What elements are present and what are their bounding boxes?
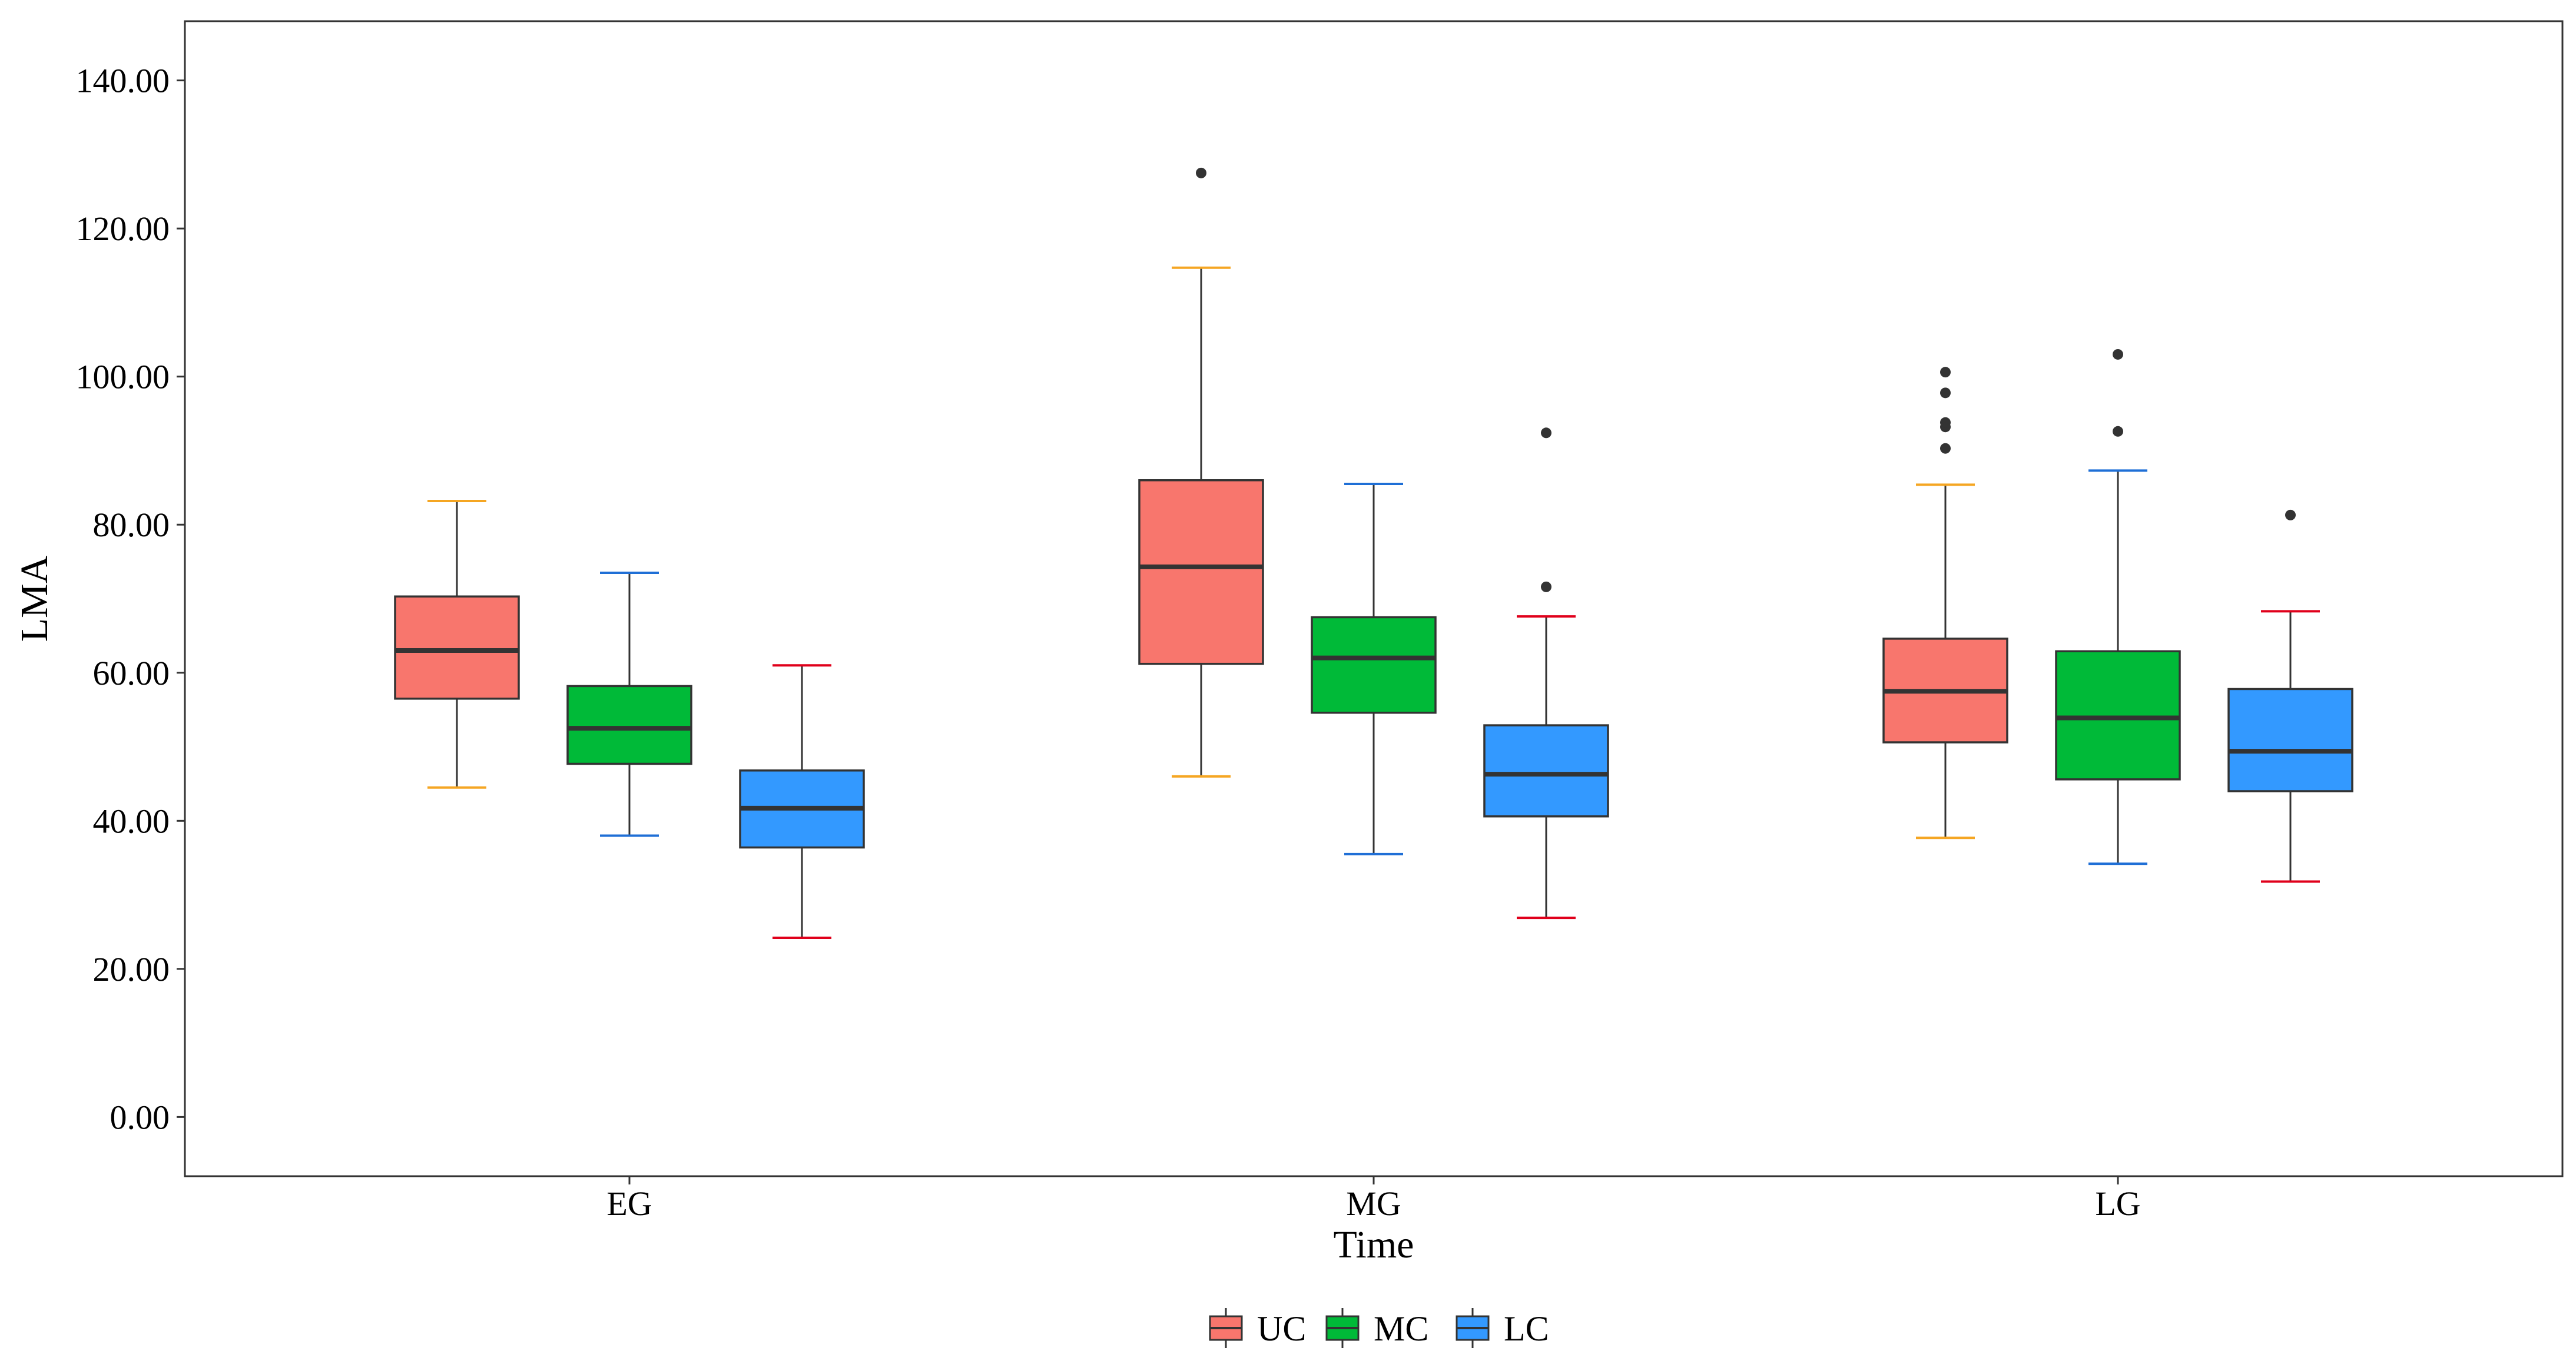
box-iqr — [1483, 724, 1609, 818]
box-mc-lg — [2055, 349, 2181, 865]
outlier-point — [1940, 417, 1951, 428]
y-tick-label: 100.00 — [76, 358, 170, 396]
legend-item-mc: MC — [1325, 1308, 1428, 1348]
y-axis-title: LMA — [13, 555, 56, 642]
y-tick-label: 80.00 — [93, 506, 170, 544]
x-tick-label: LG — [2095, 1184, 2140, 1223]
x-tick-label: EG — [606, 1184, 652, 1223]
outlier-point — [2113, 349, 2123, 360]
box-iqr — [566, 685, 692, 765]
outlier-point — [1940, 443, 1951, 454]
legend-label: UC — [1257, 1309, 1306, 1348]
legend: UC MC LC — [1209, 1308, 1549, 1348]
box-iqr — [1311, 616, 1437, 714]
outlier-point — [2113, 426, 2123, 437]
y-tick-label: 0.00 — [110, 1098, 170, 1136]
box-iqr — [2227, 688, 2353, 792]
box-iqr — [394, 595, 520, 700]
box-lc-eg — [739, 664, 865, 940]
box-mc-eg — [566, 571, 692, 837]
y-tick-label: 60.00 — [93, 654, 170, 692]
y-tick-label: 20.00 — [93, 950, 170, 988]
y-axis: 0.00 20.00 40.00 60.00 80.00 100.00 120.00 140.… — [76, 62, 185, 1136]
box-mc-mg — [1311, 483, 1437, 855]
outlier-point — [1196, 167, 1206, 178]
y-tick-label: 140.00 — [76, 62, 170, 100]
legend-label: MC — [1374, 1309, 1428, 1348]
outlier-point — [1541, 581, 1551, 592]
legend-item-lc: LC — [1456, 1308, 1549, 1348]
box-uc-mg — [1138, 167, 1264, 778]
outlier-point — [1940, 367, 1951, 378]
y-tick-label: 120.00 — [76, 210, 170, 248]
box-lc-mg — [1483, 427, 1609, 920]
legend-item-uc: UC — [1209, 1308, 1306, 1348]
box-uc-lg — [1882, 367, 2008, 839]
box-lc-lg — [2227, 509, 2353, 883]
box-iqr — [1138, 479, 1264, 665]
box-uc-eg — [394, 499, 520, 789]
outlier-point — [2285, 509, 2296, 520]
outlier-point — [1541, 427, 1551, 439]
x-tick-label: MG — [1346, 1184, 1401, 1223]
legend-label: LC — [1504, 1309, 1549, 1348]
y-tick-label: 40.00 — [93, 802, 170, 840]
box-iqr — [2055, 650, 2181, 781]
outlier-point — [1940, 387, 1951, 399]
box-groups — [394, 167, 2353, 940]
x-axis-title: Time — [1334, 1223, 1414, 1266]
x-axis: EG MG LG — [606, 1176, 2141, 1223]
